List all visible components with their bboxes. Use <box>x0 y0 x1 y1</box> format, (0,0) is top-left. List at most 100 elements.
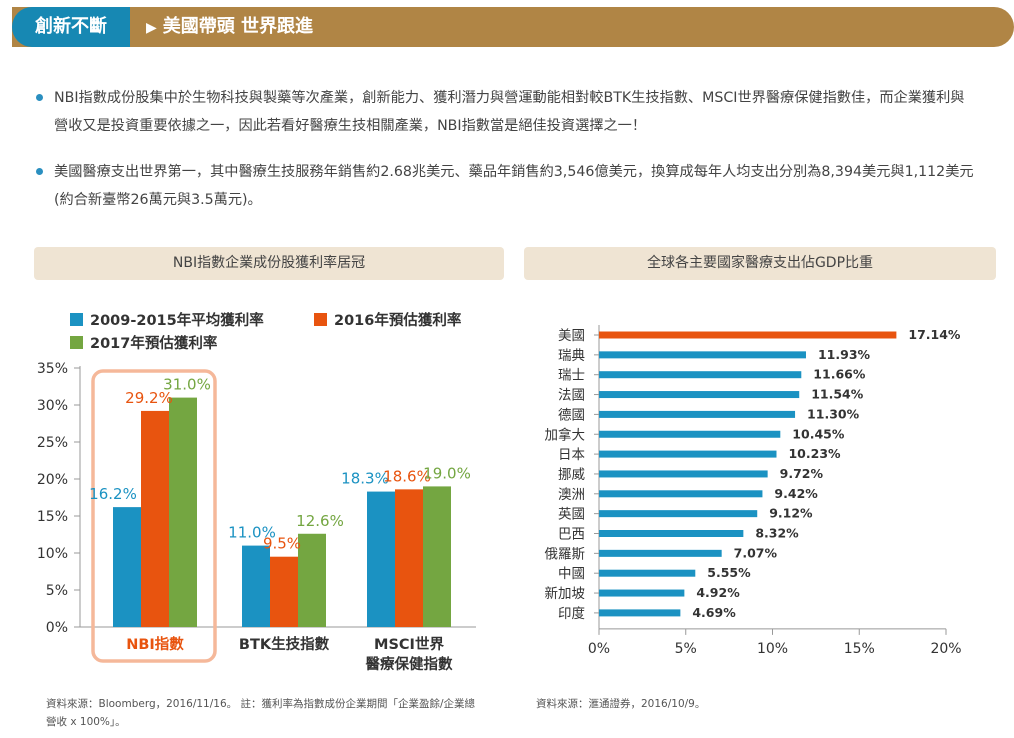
data-label: 10.45% <box>792 426 845 441</box>
bar <box>599 589 685 597</box>
x-tick-label: 5% <box>675 641 697 657</box>
data-label: 9.5% <box>263 535 301 553</box>
data-label: 9.12% <box>769 506 813 521</box>
data-label: 9.42% <box>774 486 818 501</box>
data-label: 11.30% <box>807 406 860 421</box>
data-label: 19.0% <box>423 464 471 482</box>
category-label: MSCI世界 <box>374 635 444 653</box>
category-label: 瑞典 <box>558 348 585 364</box>
legend-label: 2017年預估獲利率 <box>90 334 218 352</box>
data-label: 18.3% <box>341 470 389 488</box>
data-label: 11.54% <box>811 387 864 402</box>
bar <box>141 410 169 627</box>
data-label: 16.2% <box>89 485 137 503</box>
category-label: 美國 <box>558 328 585 344</box>
category-label: 挪威 <box>558 467 586 483</box>
y-tick-label: 20% <box>37 472 68 488</box>
bar <box>599 530 744 537</box>
right-section-title: 全球各主要國家醫療支出佔GDP比重 <box>524 247 996 280</box>
bullet-dot-icon <box>36 94 43 101</box>
data-label: 5.55% <box>707 565 751 580</box>
legend-swatch <box>314 313 327 326</box>
bar <box>599 490 763 498</box>
data-label: 18.6% <box>383 467 431 485</box>
bar <box>599 351 806 359</box>
category-label: 俄羅斯 <box>545 546 586 562</box>
bar <box>599 371 802 379</box>
bullet-item-2: 美國醫療支出世界第一，其中醫療生技服務年銷售約2.68兆美元、藥品年銷售約3,5… <box>36 158 976 214</box>
x-tick-label: 0% <box>588 641 610 657</box>
y-tick-label: 5% <box>46 583 68 599</box>
data-label: 8.32% <box>755 526 799 541</box>
bar <box>423 486 451 627</box>
category-label: 日本 <box>558 447 586 463</box>
highlight-box <box>91 369 217 663</box>
category-label: 英國 <box>558 506 585 523</box>
legend-label: 2009-2015年平均獲利率 <box>90 311 264 329</box>
bar <box>599 331 897 339</box>
x-tick-label: 20% <box>930 641 961 657</box>
banner-title: ▶ 美國帶頭 世界跟進 <box>146 7 313 47</box>
category-label: 醫療保健指數 <box>366 655 453 673</box>
category-label: 中國 <box>558 566 585 582</box>
y-tick-label: 35% <box>37 361 68 377</box>
category-label: BTK生技指數 <box>239 635 330 653</box>
bar <box>599 549 722 557</box>
data-label: 31.0% <box>163 376 211 394</box>
play-arrow-icon: ▶ <box>146 20 157 36</box>
bar <box>599 430 781 438</box>
bar <box>113 507 141 627</box>
bar <box>599 450 777 458</box>
category-label: 德國 <box>558 407 585 423</box>
data-label: 11.0% <box>228 524 276 542</box>
legend-label: 2016年預估獲利率 <box>334 311 462 329</box>
bar <box>599 569 696 577</box>
category-label: 瑞士 <box>558 368 585 384</box>
category-label: 澳洲 <box>558 487 585 503</box>
bullet-text-1: NBI指數成份股集中於生物科技與製藥等次產業，創新能力、獲利潛力與營運動能相對較… <box>54 90 965 134</box>
bar <box>367 491 395 627</box>
data-label: 11.66% <box>813 367 866 382</box>
x-tick-label: 15% <box>844 641 875 657</box>
bar <box>599 609 681 617</box>
banner-title-text: 美國帶頭 世界跟進 <box>162 16 314 37</box>
category-label: 新加坡 <box>545 586 586 602</box>
legend-swatch <box>70 336 83 349</box>
category-label: 巴西 <box>558 527 585 543</box>
health-spending-chart: 0% 5% 10% 15% 20% 美國 17.14% 瑞典 11.93% 瑞士 11.66% 法國 1… <box>545 325 962 657</box>
bullet-text-2: 美國醫療支出世界第一，其中醫療生技服務年銷售約2.68兆美元、藥品年銷售約3,5… <box>54 164 974 208</box>
banner-tag: 創新不斷 <box>12 7 130 47</box>
category-label: NBI指數 <box>126 635 184 653</box>
bar <box>270 556 298 627</box>
data-label: 17.14% <box>908 327 961 342</box>
right-source-note: 資料來源：滙通證券，2016/10/9。 <box>536 698 706 710</box>
bar <box>395 489 423 627</box>
y-tick-label: 0% <box>46 620 68 636</box>
data-label: 4.69% <box>692 605 736 620</box>
bar <box>599 410 796 418</box>
category-label: 印度 <box>558 606 585 622</box>
legend-swatch <box>70 313 83 326</box>
y-tick-label: 25% <box>37 435 68 451</box>
x-tick-label: 10% <box>757 641 788 657</box>
bullet-item-1: NBI指數成份股集中於生物科技與製藥等次產業，創新能力、獲利潛力與營運動能相對較… <box>36 84 976 140</box>
bar <box>298 533 326 627</box>
category-label: 加拿大 <box>545 426 586 443</box>
bar <box>599 510 758 518</box>
data-label: 4.92% <box>696 585 740 600</box>
data-label: 12.6% <box>296 512 344 530</box>
bullet-dot-icon <box>36 168 43 175</box>
left-section-title: NBI指數企業成份股獲利率居冠 <box>34 247 504 280</box>
header-banner <box>12 7 1014 47</box>
data-label: 11.93% <box>818 347 871 362</box>
bar <box>599 391 800 399</box>
bar <box>169 397 197 627</box>
left-source-note: 資料來源：Bloomberg，2016/11/16。 註：獲利率為指數成份企業期… <box>46 698 476 728</box>
y-tick-label: 10% <box>37 546 68 562</box>
data-label: 10.23% <box>788 446 841 461</box>
bar <box>599 470 768 478</box>
y-tick-label: 15% <box>37 509 68 525</box>
category-label: 法國 <box>558 388 585 404</box>
data-label: 7.07% <box>734 545 778 560</box>
data-label: 29.2% <box>125 389 173 407</box>
